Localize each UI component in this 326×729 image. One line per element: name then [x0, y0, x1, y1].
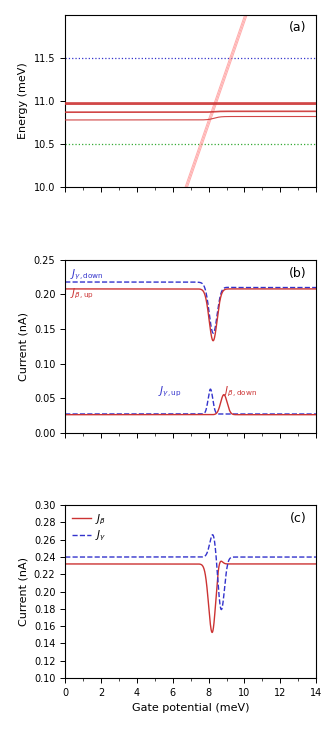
Y-axis label: Current (nA): Current (nA) — [18, 557, 28, 626]
Text: (c): (c) — [289, 512, 306, 525]
X-axis label: Gate potential (meV): Gate potential (meV) — [132, 703, 249, 713]
Text: $J_{\gamma,\mathrm{up}}$: $J_{\gamma,\mathrm{up}}$ — [158, 385, 182, 399]
Text: $J_{\gamma,\mathrm{down}}$: $J_{\gamma,\mathrm{down}}$ — [70, 268, 104, 282]
Text: $J_{\beta,\mathrm{down}}$: $J_{\beta,\mathrm{down}}$ — [223, 385, 258, 399]
Y-axis label: Current (nA): Current (nA) — [18, 312, 28, 381]
Legend: $J_\beta$, $J_\gamma$: $J_\beta$, $J_\gamma$ — [70, 510, 109, 545]
Text: (b): (b) — [289, 267, 306, 280]
Text: (a): (a) — [289, 21, 306, 34]
Text: $J_{\beta,\mathrm{up}}$: $J_{\beta,\mathrm{up}}$ — [70, 286, 94, 301]
Y-axis label: Energy (meV): Energy (meV) — [19, 63, 28, 139]
